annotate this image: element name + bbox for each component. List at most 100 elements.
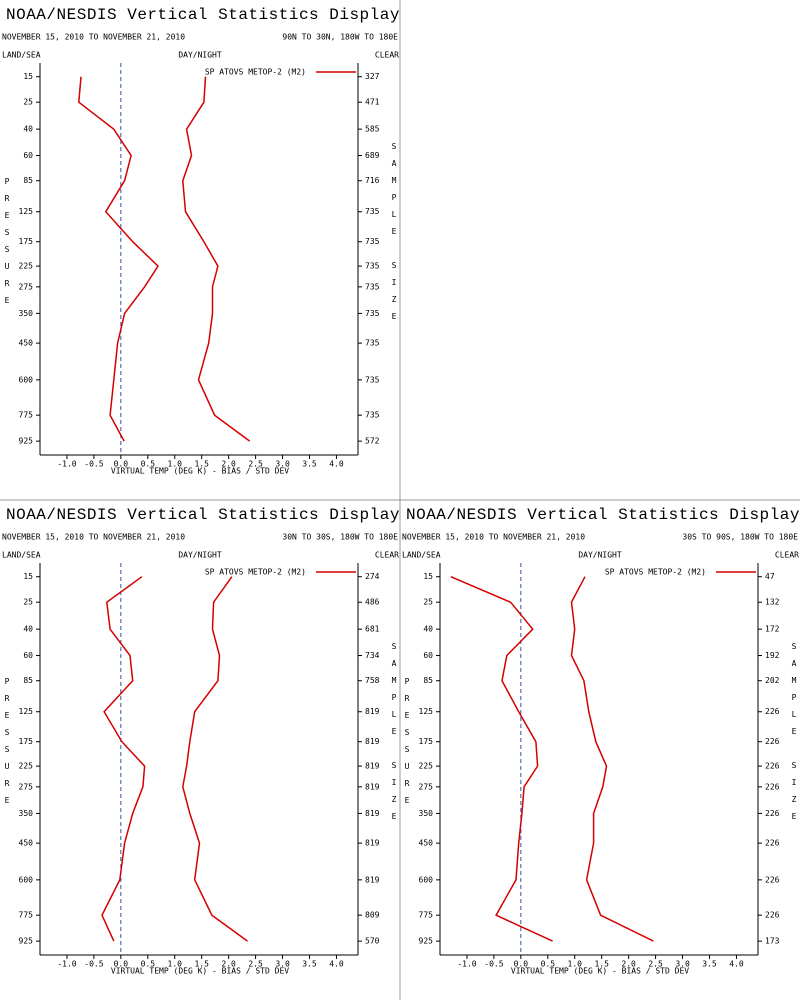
x-tick-label: 1.0 bbox=[168, 460, 183, 469]
y-tick-label: 350 bbox=[19, 309, 34, 318]
sample-size-label: 819 bbox=[365, 809, 380, 818]
y-tick-label: 15 bbox=[423, 572, 433, 581]
y-tick-label: 775 bbox=[419, 911, 434, 920]
y-tick-label: 25 bbox=[423, 598, 433, 607]
sample-size-label: 735 bbox=[365, 207, 380, 216]
legend-label: SP ATOVS METOP-2 (M2) bbox=[605, 568, 706, 577]
y-tick-label: 175 bbox=[19, 237, 34, 246]
y-tick-label: 15 bbox=[23, 572, 33, 581]
x-tick-label: 1.5 bbox=[194, 460, 209, 469]
x-tick-label: 0.5 bbox=[141, 460, 156, 469]
chart-panel: NOAA/NESDIS Vertical Statistics Display N… bbox=[2, 6, 399, 476]
x-tick-label: 3.0 bbox=[675, 960, 690, 969]
sample-size-label: 47 bbox=[765, 572, 775, 581]
x-tick-label: 1.5 bbox=[594, 960, 609, 969]
bias-line bbox=[101, 576, 146, 942]
y-tick-label: 25 bbox=[23, 598, 33, 607]
y-tick-label: 125 bbox=[419, 707, 434, 716]
chart-title: NOAA/NESDIS Vertical Statistics Display bbox=[6, 506, 400, 524]
sample-size-label: 274 bbox=[365, 572, 380, 581]
y-tick-label: 85 bbox=[423, 676, 433, 685]
sky-label: CLEAR bbox=[375, 551, 399, 560]
x-tick-label: -1.0 bbox=[57, 460, 76, 469]
y-tick-label: 40 bbox=[423, 625, 433, 634]
sample-size-label: 681 bbox=[365, 625, 380, 634]
y-tick-label: 125 bbox=[19, 207, 34, 216]
x-tick-label: 2.5 bbox=[248, 960, 263, 969]
sample-size-label: 716 bbox=[365, 176, 380, 185]
y-tick-label: 25 bbox=[23, 98, 33, 107]
sample-size-label: 819 bbox=[365, 839, 380, 848]
x-axis-title: VIRTUAL TEMP (DEG K) - BIAS / STD DEV bbox=[111, 467, 289, 476]
sample-size-label: 486 bbox=[365, 598, 380, 607]
sample-size-label: 226 bbox=[765, 911, 780, 920]
sample-size-label: 585 bbox=[365, 125, 380, 134]
legend-label: SP ATOVS METOP-2 (M2) bbox=[205, 568, 306, 577]
sample-size-label: 572 bbox=[365, 437, 380, 446]
y-tick-label: 125 bbox=[19, 707, 34, 716]
x-tick-label: 0.0 bbox=[114, 460, 129, 469]
y-tick-label: 450 bbox=[19, 339, 34, 348]
y-tick-label: 350 bbox=[419, 809, 434, 818]
x-axis-title: VIRTUAL TEMP (DEG K) - BIAS / STD DEV bbox=[111, 967, 289, 976]
chart-subtitle: NOVEMBER 15, 2010 TO NOVEMBER 21, 2010 bbox=[2, 33, 185, 42]
sky-label: CLEAR bbox=[775, 551, 799, 560]
surface-label: LAND/SEA bbox=[2, 51, 41, 60]
y-tick-label: 60 bbox=[423, 651, 433, 660]
sky-label: CLEAR bbox=[375, 51, 399, 60]
sample-size-label: 173 bbox=[765, 937, 780, 946]
y-tick-label: 60 bbox=[23, 651, 33, 660]
y-tick-label: 225 bbox=[19, 262, 34, 271]
sample-size-label: 735 bbox=[365, 282, 380, 291]
sample-size-label: 758 bbox=[365, 676, 380, 685]
sample-size-label: 226 bbox=[765, 809, 780, 818]
x-axis-title: VIRTUAL TEMP (DEG K) - BIAS / STD DEV bbox=[511, 967, 689, 976]
x-tick-label: 1.5 bbox=[194, 960, 209, 969]
x-tick-label: 2.0 bbox=[221, 460, 236, 469]
y-tick-label: 925 bbox=[19, 937, 34, 946]
sample-size-label: 735 bbox=[365, 375, 380, 384]
x-tick-label: 3.5 bbox=[302, 460, 317, 469]
y-tick-label: 225 bbox=[419, 762, 434, 771]
x-tick-label: 2.5 bbox=[648, 960, 663, 969]
sample-size-label: 226 bbox=[765, 839, 780, 848]
x-tick-label: 0.0 bbox=[514, 960, 529, 969]
y-tick-label: 275 bbox=[19, 782, 34, 791]
x-tick-label: 1.0 bbox=[168, 960, 183, 969]
y-tick-label: 85 bbox=[23, 676, 33, 685]
x-tick-label: 4.0 bbox=[329, 960, 344, 969]
x-tick-label: 0.0 bbox=[114, 960, 129, 969]
x-tick-label: -1.0 bbox=[57, 960, 76, 969]
sample-size-label: 192 bbox=[765, 651, 780, 660]
time-label: DAY/NIGHT bbox=[178, 51, 222, 60]
x-tick-label: -0.5 bbox=[84, 960, 103, 969]
y-tick-label: 450 bbox=[19, 839, 34, 848]
y-tick-label: 175 bbox=[19, 737, 34, 746]
sample-size-label: 735 bbox=[365, 309, 380, 318]
y-tick-label: 275 bbox=[19, 282, 34, 291]
sample-size-label: 202 bbox=[765, 676, 780, 685]
y-tick-label: 85 bbox=[23, 176, 33, 185]
y-tick-label: 225 bbox=[19, 762, 34, 771]
sample-size-label: 735 bbox=[365, 262, 380, 271]
sample-size-label: 172 bbox=[765, 625, 780, 634]
y-tick-label: 40 bbox=[23, 125, 33, 134]
chart-panel: NOAA/NESDIS Vertical Statistics Display N… bbox=[2, 506, 400, 976]
sample-size-label: 226 bbox=[765, 737, 780, 746]
y-tick-label: 450 bbox=[419, 839, 434, 848]
y2-axis-title: SAMPLE SIZE bbox=[790, 642, 799, 829]
chart-subtitle: NOVEMBER 15, 2010 TO NOVEMBER 21, 2010 bbox=[402, 533, 585, 542]
sample-size-label: 132 bbox=[765, 598, 780, 607]
x-tick-label: 4.0 bbox=[729, 960, 744, 969]
region-label: 90N TO 30N, 180W TO 180E bbox=[282, 33, 398, 42]
chart-panel: NOAA/NESDIS Vertical Statistics Display N… bbox=[402, 506, 799, 976]
y-tick-label: 925 bbox=[19, 437, 34, 446]
y2-axis-title: SAMPLE SIZE bbox=[390, 642, 399, 829]
y-tick-label: 40 bbox=[23, 625, 33, 634]
x-tick-label: 3.0 bbox=[275, 960, 290, 969]
time-label: DAY/NIGHT bbox=[578, 551, 622, 560]
y-tick-label: 15 bbox=[23, 72, 33, 81]
sample-size-label: 226 bbox=[765, 707, 780, 716]
